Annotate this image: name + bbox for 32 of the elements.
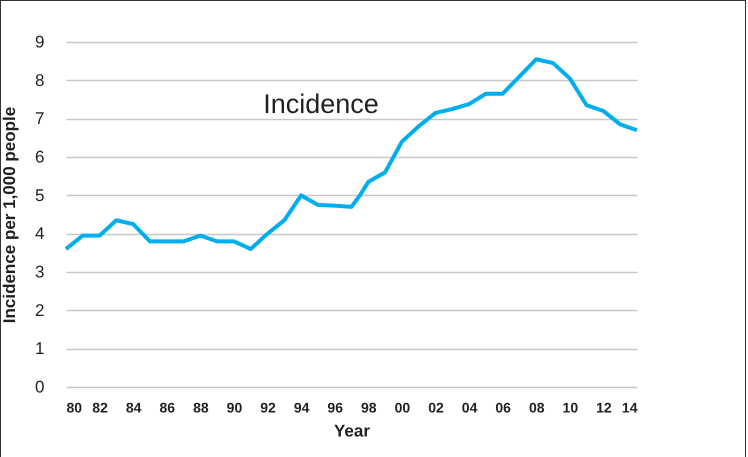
x-tick-label: 14	[622, 400, 638, 416]
x-tick-label: 00	[394, 400, 410, 416]
x-tick-label: 86	[159, 400, 176, 416]
series-label: Incidence	[263, 89, 379, 119]
y-tick-label: 1	[35, 339, 44, 358]
x-tick-label: 80	[66, 400, 82, 416]
y-tick-label: 0	[35, 378, 44, 396]
line-series	[64, 57, 639, 251]
y-tick-label: 6	[35, 148, 44, 166]
x-tick-label: 88	[193, 400, 209, 416]
x-tick-label: 82	[92, 400, 108, 416]
y-tick-label: 2	[35, 300, 44, 320]
y-tick-label: 3	[35, 262, 44, 282]
y-tick-label: 4	[35, 224, 44, 244]
x-axis-title: Year	[334, 422, 370, 440]
x-tick-label: 02	[428, 400, 444, 416]
x-tick-label: 06	[495, 400, 512, 416]
y-tick-label: 9	[35, 32, 44, 52]
x-tick-label: 94	[294, 400, 310, 416]
x-tick-label: 90	[226, 400, 242, 416]
x-tick-label: 12	[596, 400, 612, 416]
x-tick-label: 10	[562, 400, 578, 416]
y-tick-label: 7	[35, 109, 44, 128]
x-tick-label: 04	[462, 400, 478, 416]
x-tick-label: 98	[361, 400, 377, 416]
y-axis-title: Incidence per 1,000 people	[0, 106, 20, 324]
x-tick-label: 92	[260, 400, 276, 416]
x-tick-label: 08	[528, 400, 545, 416]
x-tick-label: 84	[126, 400, 142, 416]
y-tick-label: 5	[35, 186, 44, 205]
y-tick-label: 8	[35, 70, 44, 90]
x-tick-label: 96	[327, 400, 344, 416]
